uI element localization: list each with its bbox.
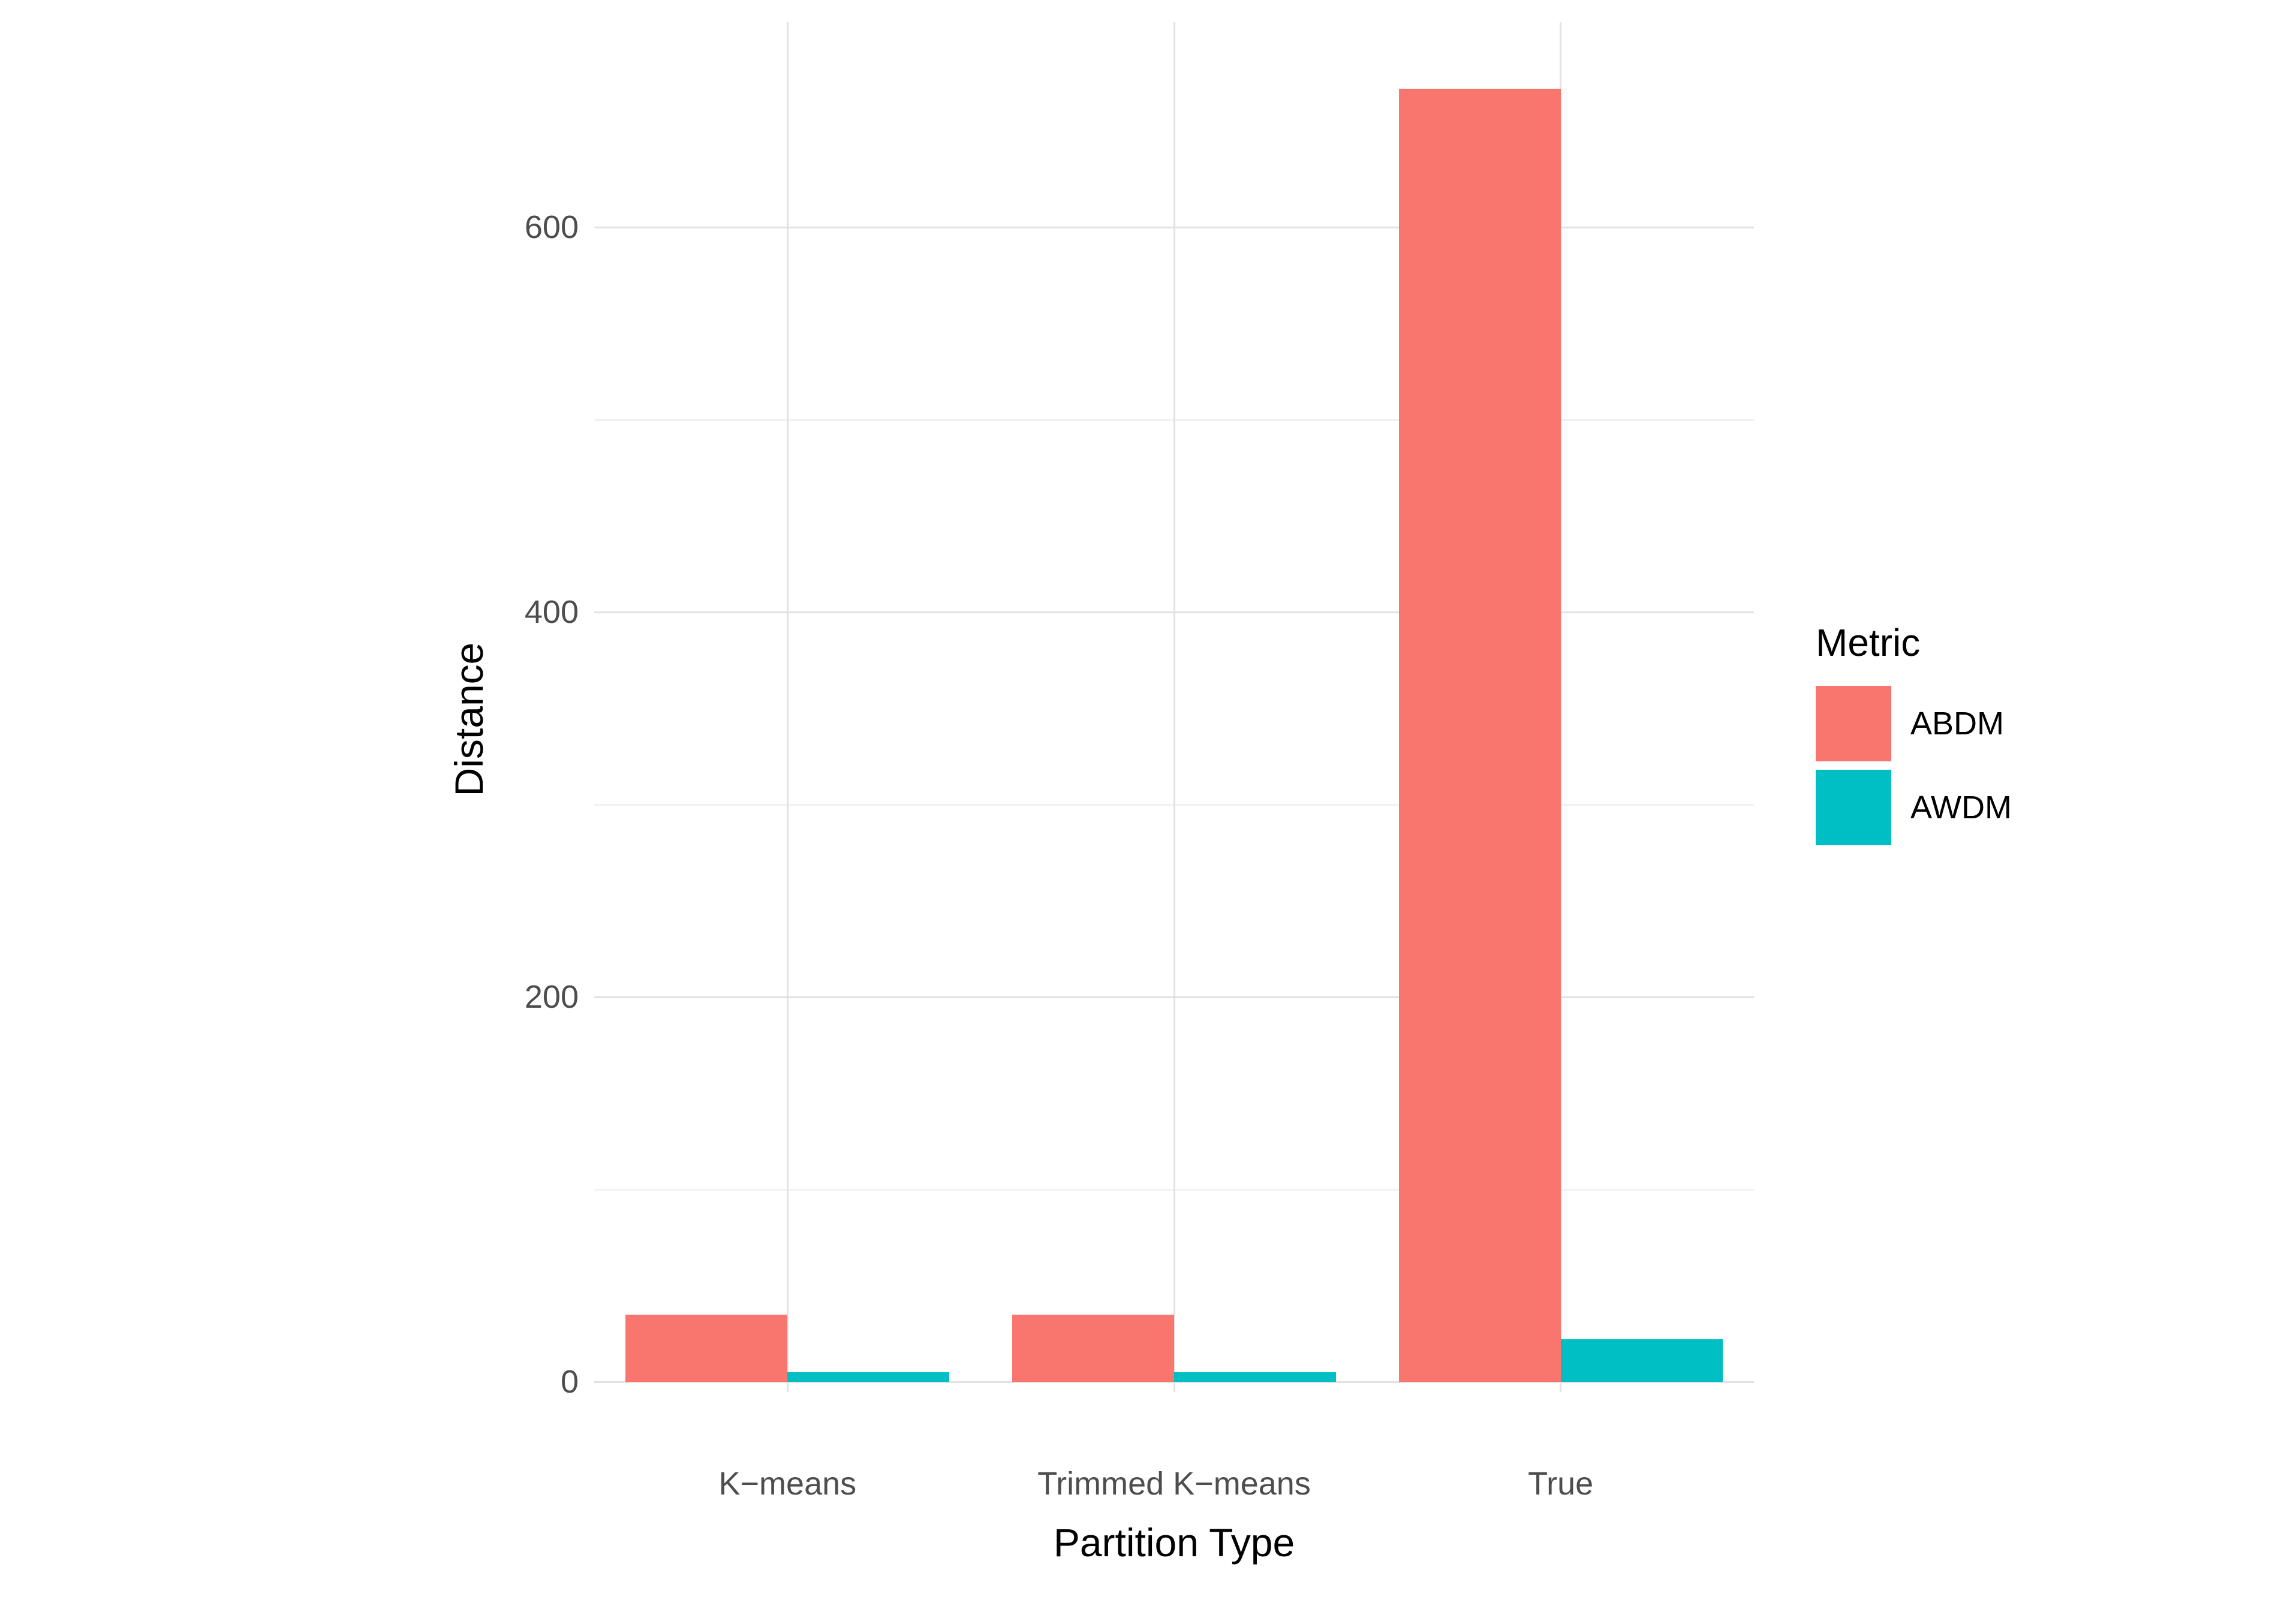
bar-abdm-trimmed-k-means <box>1012 1314 1174 1382</box>
legend-swatch-awdm <box>1816 770 1891 845</box>
bar-abdm-k-means <box>625 1314 788 1382</box>
legend-label-abdm: ABDM <box>1910 706 2005 742</box>
x-tick-label-true: True <box>1528 1466 1594 1502</box>
bar-awdm-k-means <box>787 1372 950 1382</box>
x-tick-label-trimmed-k-means: Trimmed K−means <box>1037 1466 1311 1502</box>
legend: Metric ABDM AWDM <box>1816 623 2012 854</box>
legend-swatch-abdm <box>1816 686 1891 761</box>
legend-item-awdm: AWDM <box>1816 770 2012 845</box>
y-tick-label-400: 400 <box>524 594 579 630</box>
plot-panel <box>594 22 1754 1392</box>
gridline-vertical-trimmed-k-means <box>1173 22 1175 1392</box>
gridline-vertical-true <box>1560 22 1562 1392</box>
x-axis-title: Partition Type <box>1053 1520 1295 1565</box>
y-axis-title: Distance <box>447 642 491 797</box>
legend-title: Metric <box>1816 621 1921 664</box>
y-tick-label-200: 200 <box>524 979 579 1015</box>
gridline-vertical-k-means <box>786 22 789 1392</box>
bar-awdm-true <box>1560 1339 1723 1382</box>
legend-label-awdm: AWDM <box>1910 790 2012 825</box>
legend-item-abdm: ABDM <box>1816 686 2012 761</box>
y-tick-label-0: 0 <box>560 1364 579 1400</box>
x-tick-label-k-means: K−means <box>718 1466 857 1502</box>
bar-abdm-true <box>1398 88 1561 1382</box>
y-tick-label-600: 600 <box>524 209 579 245</box>
legend-items: ABDM AWDM <box>1816 686 2012 845</box>
bar-awdm-trimmed-k-means <box>1174 1372 1336 1382</box>
